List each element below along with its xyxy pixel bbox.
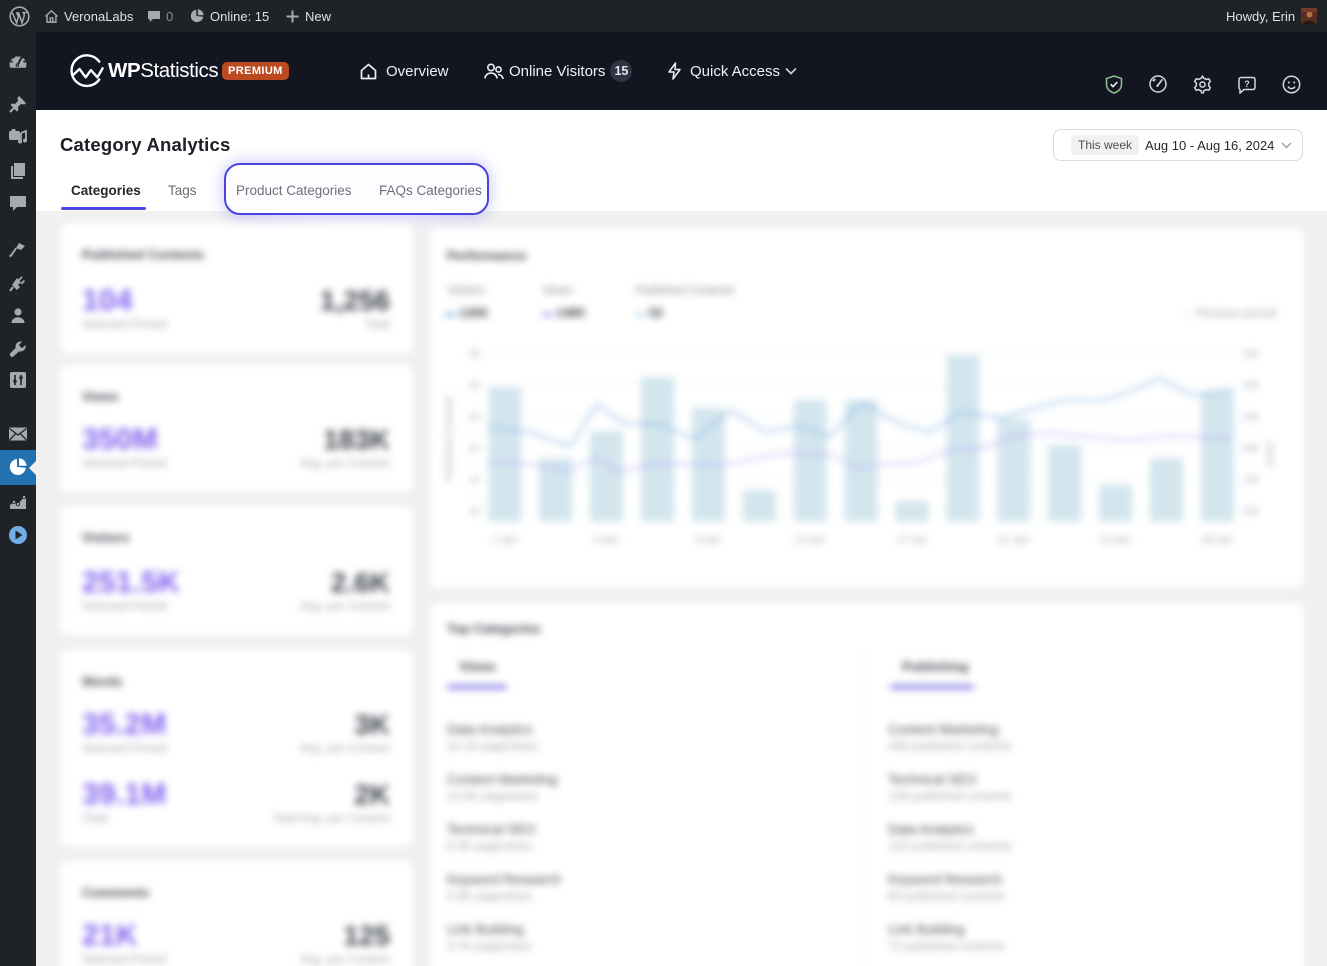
svg-text:5 Apr: 5 Apr xyxy=(593,534,620,546)
svg-text:30k: 30k xyxy=(1242,380,1260,392)
svg-text:35k: 35k xyxy=(1242,348,1260,360)
svg-text:17 Apr: 17 Apr xyxy=(896,534,929,546)
svg-text:25k: 25k xyxy=(1241,411,1260,423)
svg-text:25: 25 xyxy=(467,411,480,423)
svg-text:30: 30 xyxy=(468,380,480,392)
svg-text:Published Contents: Published Contents xyxy=(444,395,455,482)
svg-text:21 Apr: 21 Apr xyxy=(996,534,1030,546)
svg-text:?: ? xyxy=(1244,79,1250,89)
svg-text:Views: Views xyxy=(1265,442,1276,469)
svg-text:13 Apr: 13 Apr xyxy=(794,534,827,546)
svg-text:35: 35 xyxy=(468,348,480,360)
svg-text:20k: 20k xyxy=(1241,443,1260,455)
svg-text:10: 10 xyxy=(468,506,480,518)
svg-text:9 Apr: 9 Apr xyxy=(695,534,722,546)
svg-text:24 Apr: 24 Apr xyxy=(1098,534,1132,546)
svg-text:1 Apr: 1 Apr xyxy=(492,534,519,546)
svg-text:28 Apr: 28 Apr xyxy=(1200,534,1234,546)
svg-text:10k: 10k xyxy=(1242,506,1260,518)
svg-text:15: 15 xyxy=(468,474,480,486)
svg-text:20: 20 xyxy=(467,443,480,455)
svg-text:15k: 15k xyxy=(1242,474,1260,486)
